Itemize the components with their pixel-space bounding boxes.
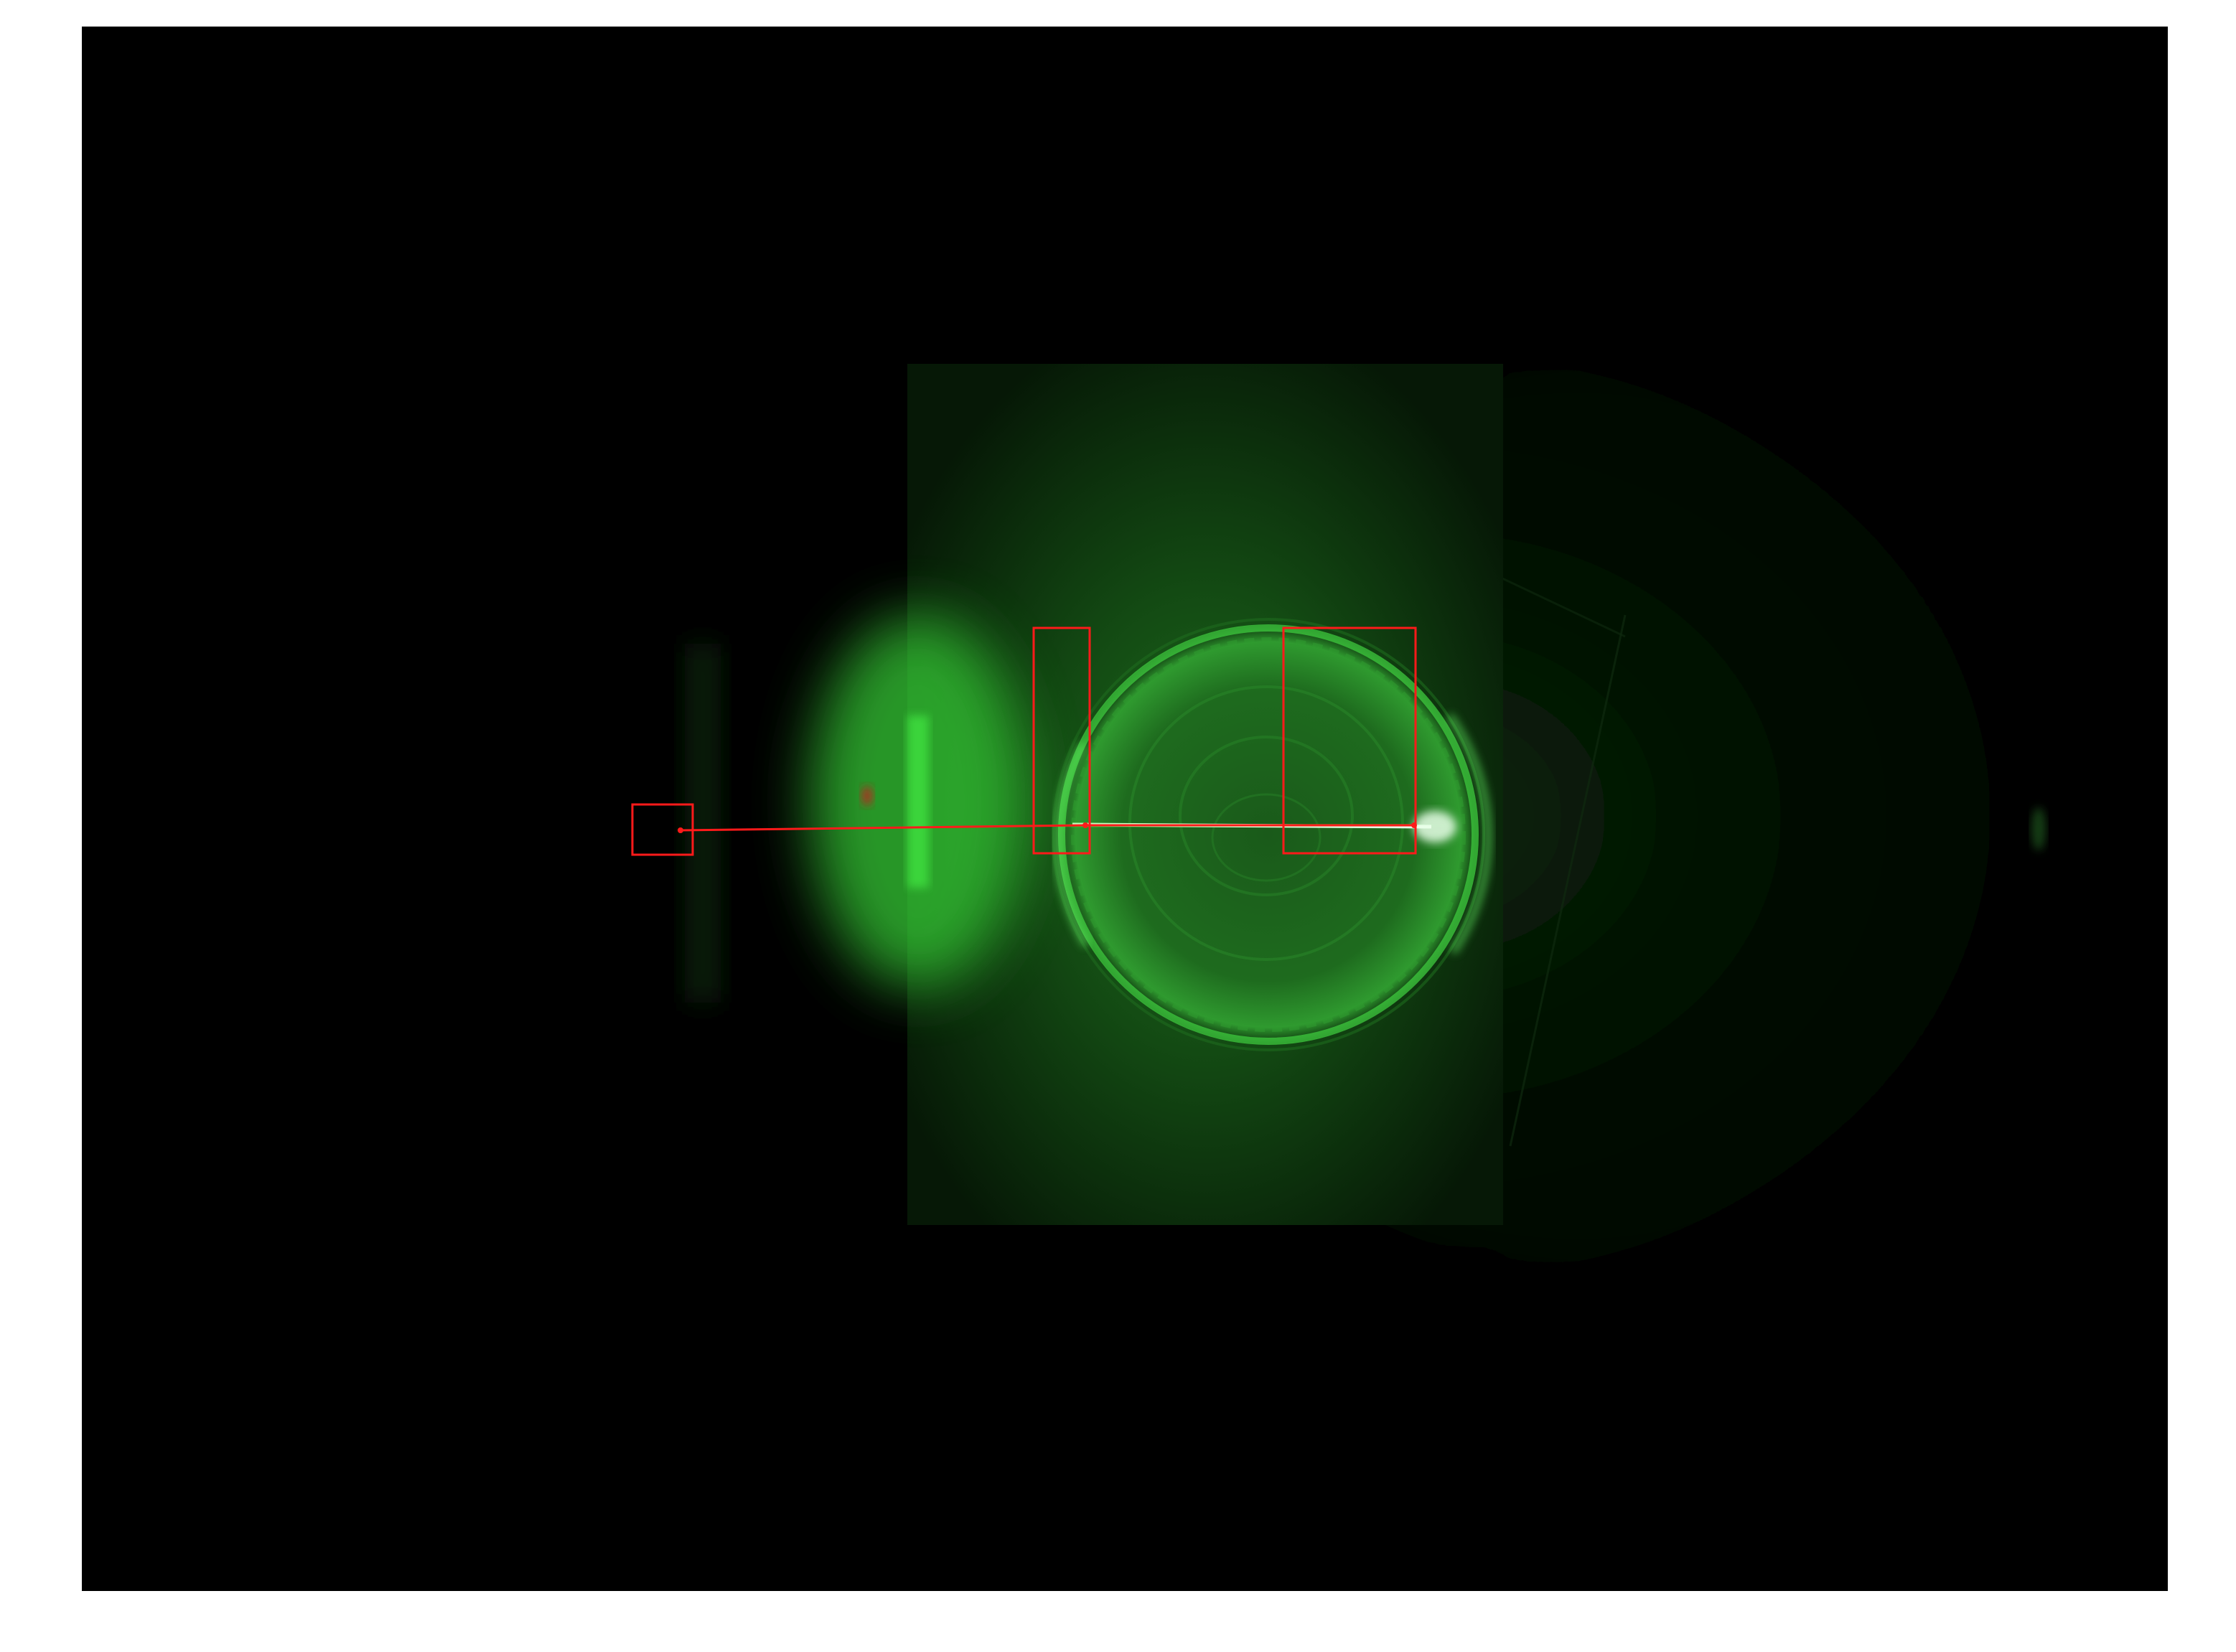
photo-frame	[82, 27, 2168, 1591]
card-edge-highlight	[907, 715, 929, 888]
annotation-box	[631, 803, 694, 856]
annotation-box	[1032, 626, 1091, 855]
left-strip	[685, 644, 721, 1003]
dish-rim-outer	[1052, 618, 1485, 1051]
floor-seam	[1509, 614, 1627, 1147]
annotation-line	[680, 824, 1086, 832]
floor-seam	[1488, 571, 1626, 638]
beam-exit-flare	[1413, 811, 1456, 843]
dish-right-rim-highlight	[1446, 713, 1492, 954]
annotation-point	[678, 827, 683, 833]
red-spot	[861, 786, 873, 806]
laser-scene	[631, 349, 2168, 1282]
far-right-spot	[2031, 807, 2046, 850]
dish-left-rim-highlight	[1054, 742, 1090, 947]
annotation-point	[1082, 822, 1088, 828]
dish-inner-ring	[1211, 793, 1322, 882]
annotation-box	[1282, 626, 1417, 855]
dish-rim-inner	[1071, 637, 1466, 1032]
